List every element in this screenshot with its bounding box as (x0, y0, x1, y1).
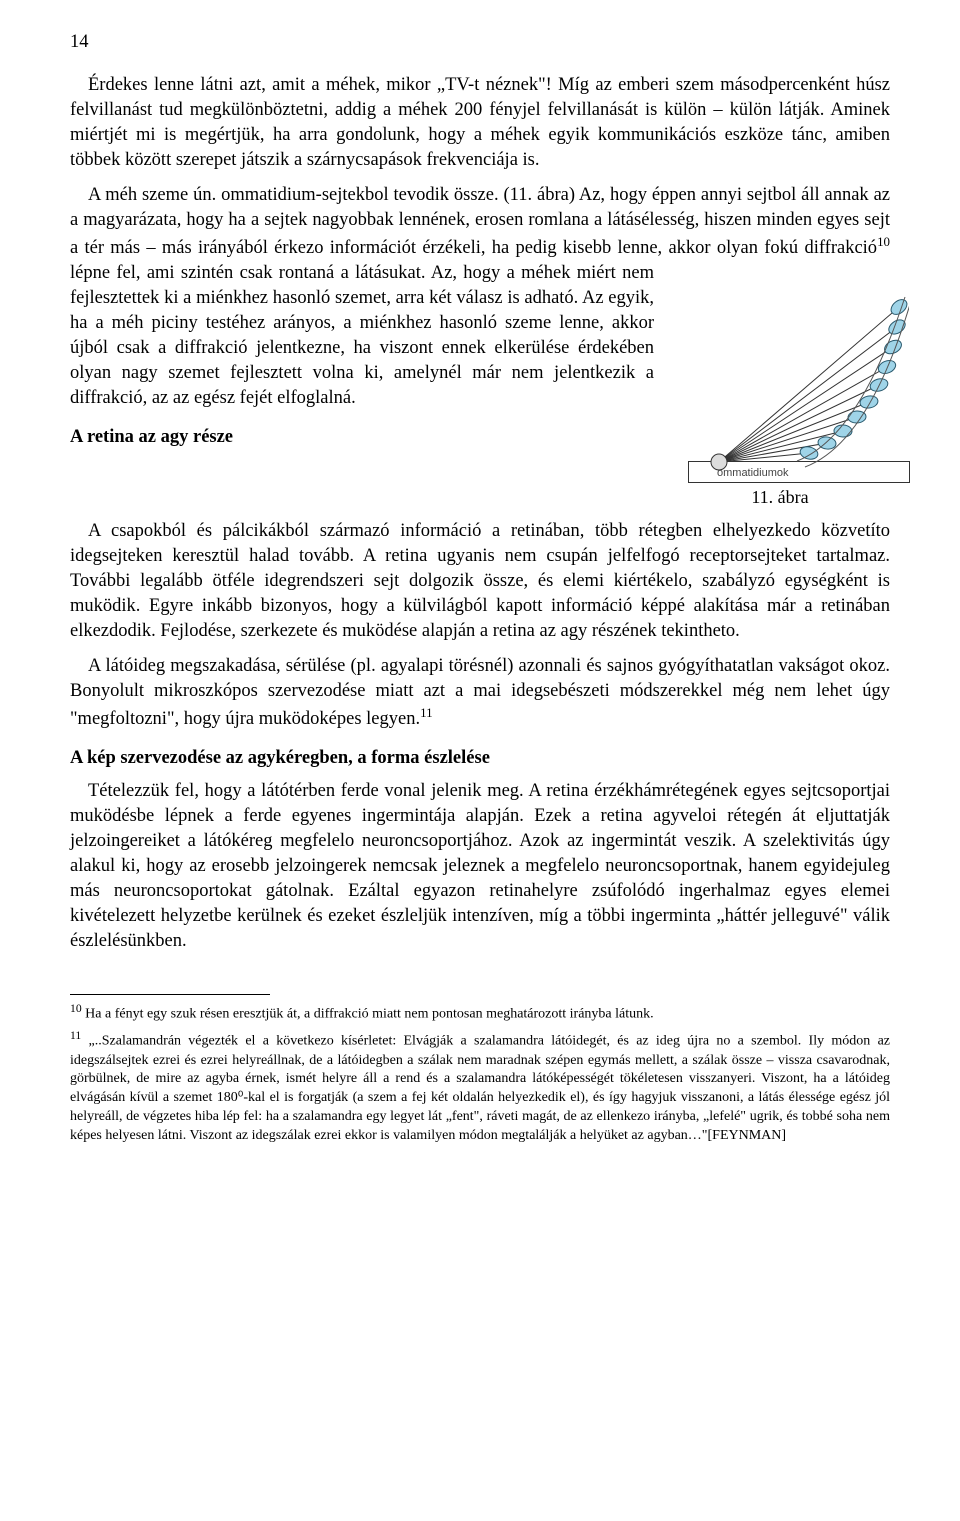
paragraph-3: A csapokból és pálcikákból származó info… (70, 519, 890, 644)
footnote-11: 11 „..Szalamandrán végezték el a követke… (70, 1028, 890, 1146)
figure-caption: 11. ábra (751, 487, 808, 507)
footnote-11-text: „..Szalamandrán végezték el a következo … (70, 1034, 890, 1143)
figure-11: ommatidiumok (670, 267, 890, 511)
footnote-10: 10 Ha a fényt egy szuk résen eresztjük á… (70, 1001, 890, 1025)
heading-kep: A kép szervezodése az agykéregben, a for… (70, 746, 890, 771)
footnote-10-num: 10 (70, 1002, 82, 1015)
paragraph-1: Érdekes lenne látni azt, amit a méhek, m… (70, 73, 890, 173)
figure-top-label: ommatidiumok (699, 466, 789, 481)
p2-post: lépne fel, ami szintén csak rontaná a lá… (70, 263, 654, 408)
paragraph-5: Tételezzük fel, hogy a látótérben ferde … (70, 779, 890, 954)
figure-11-image: ommatidiumok (688, 461, 910, 483)
footnote-ref-10: 10 (877, 234, 890, 249)
footnote-separator (70, 994, 270, 995)
footnote-10-text: Ha a fényt egy szuk résen eresztjük át, … (82, 1006, 654, 1021)
footnote-ref-11: 11 (420, 705, 432, 720)
paragraph-4: A látóideg megszakadása, sérülése (pl. a… (70, 654, 890, 732)
page-number: 14 (70, 30, 890, 55)
footnote-11-num: 11 (70, 1029, 81, 1042)
p2-pre: A méh szeme ún. ommatidium-sejtekbol tev… (70, 185, 890, 258)
p4-text: A látóideg megszakadása, sérülése (pl. a… (70, 656, 890, 729)
paragraph-2: A méh szeme ún. ommatidium-sejtekbol tev… (70, 183, 890, 411)
